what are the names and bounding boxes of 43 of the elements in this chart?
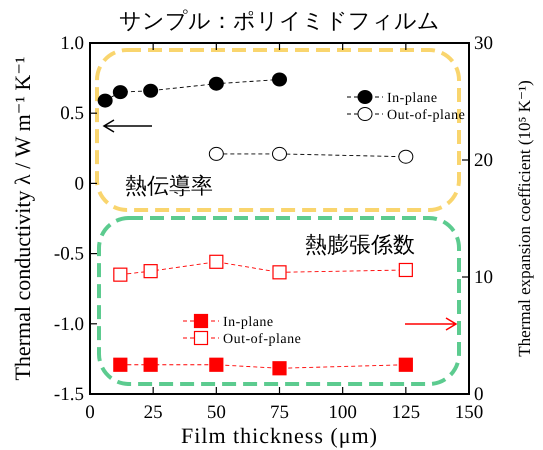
x-tick-label: 125 (392, 402, 420, 423)
point (113, 268, 128, 282)
point (113, 358, 128, 372)
point (272, 72, 287, 87)
x-axis-title: Film thickness (μm) (180, 423, 378, 448)
y-tick-label: -1.0 (54, 314, 84, 335)
annotation: 熱膨張係数 (305, 233, 415, 258)
y2-tick-label: 20 (474, 150, 493, 171)
x-tick-label: 50 (206, 402, 226, 423)
point (143, 84, 158, 98)
point (144, 264, 158, 278)
y-axis-title: Thermal conductivity λ / W m⁻¹ K⁻¹ (10, 56, 35, 381)
point (398, 262, 413, 278)
y-tick-label: 0.5 (60, 103, 84, 124)
annotation: 熱伝導率 (125, 174, 213, 199)
y-tick-label: 1.0 (60, 33, 84, 54)
y-tick-label: -1.5 (54, 384, 84, 405)
x-tick-label: 25 (144, 402, 163, 423)
legend-label: Out-of-plane (223, 332, 302, 347)
legend-label: In-plane (223, 315, 274, 330)
y2-axis-title: Thermal expansion coefficient (10⁵ K⁻¹) (515, 80, 534, 357)
y2-tick-label: 30 (474, 33, 493, 54)
point (98, 94, 113, 108)
point (112, 85, 128, 100)
point (209, 254, 224, 269)
point (208, 76, 224, 91)
x-tick-label: 150 (454, 402, 484, 423)
point (398, 358, 413, 372)
chart-title: サンプル：ポリイミドフィルム (119, 9, 440, 34)
point (272, 146, 287, 161)
point (272, 265, 287, 280)
legend-label: In-plane (387, 91, 438, 106)
x-tick-label: 75 (270, 402, 289, 423)
y2-tick-label: 10 (474, 267, 493, 288)
y-tick-label: -0.5 (54, 244, 84, 265)
y2-tick-label: 0 (474, 384, 484, 405)
point (144, 358, 158, 372)
y-tick-label: 0 (74, 173, 84, 194)
x-tick-label: 100 (328, 402, 357, 423)
point (209, 358, 224, 372)
point (398, 150, 414, 164)
point (272, 361, 287, 376)
point (208, 146, 224, 161)
